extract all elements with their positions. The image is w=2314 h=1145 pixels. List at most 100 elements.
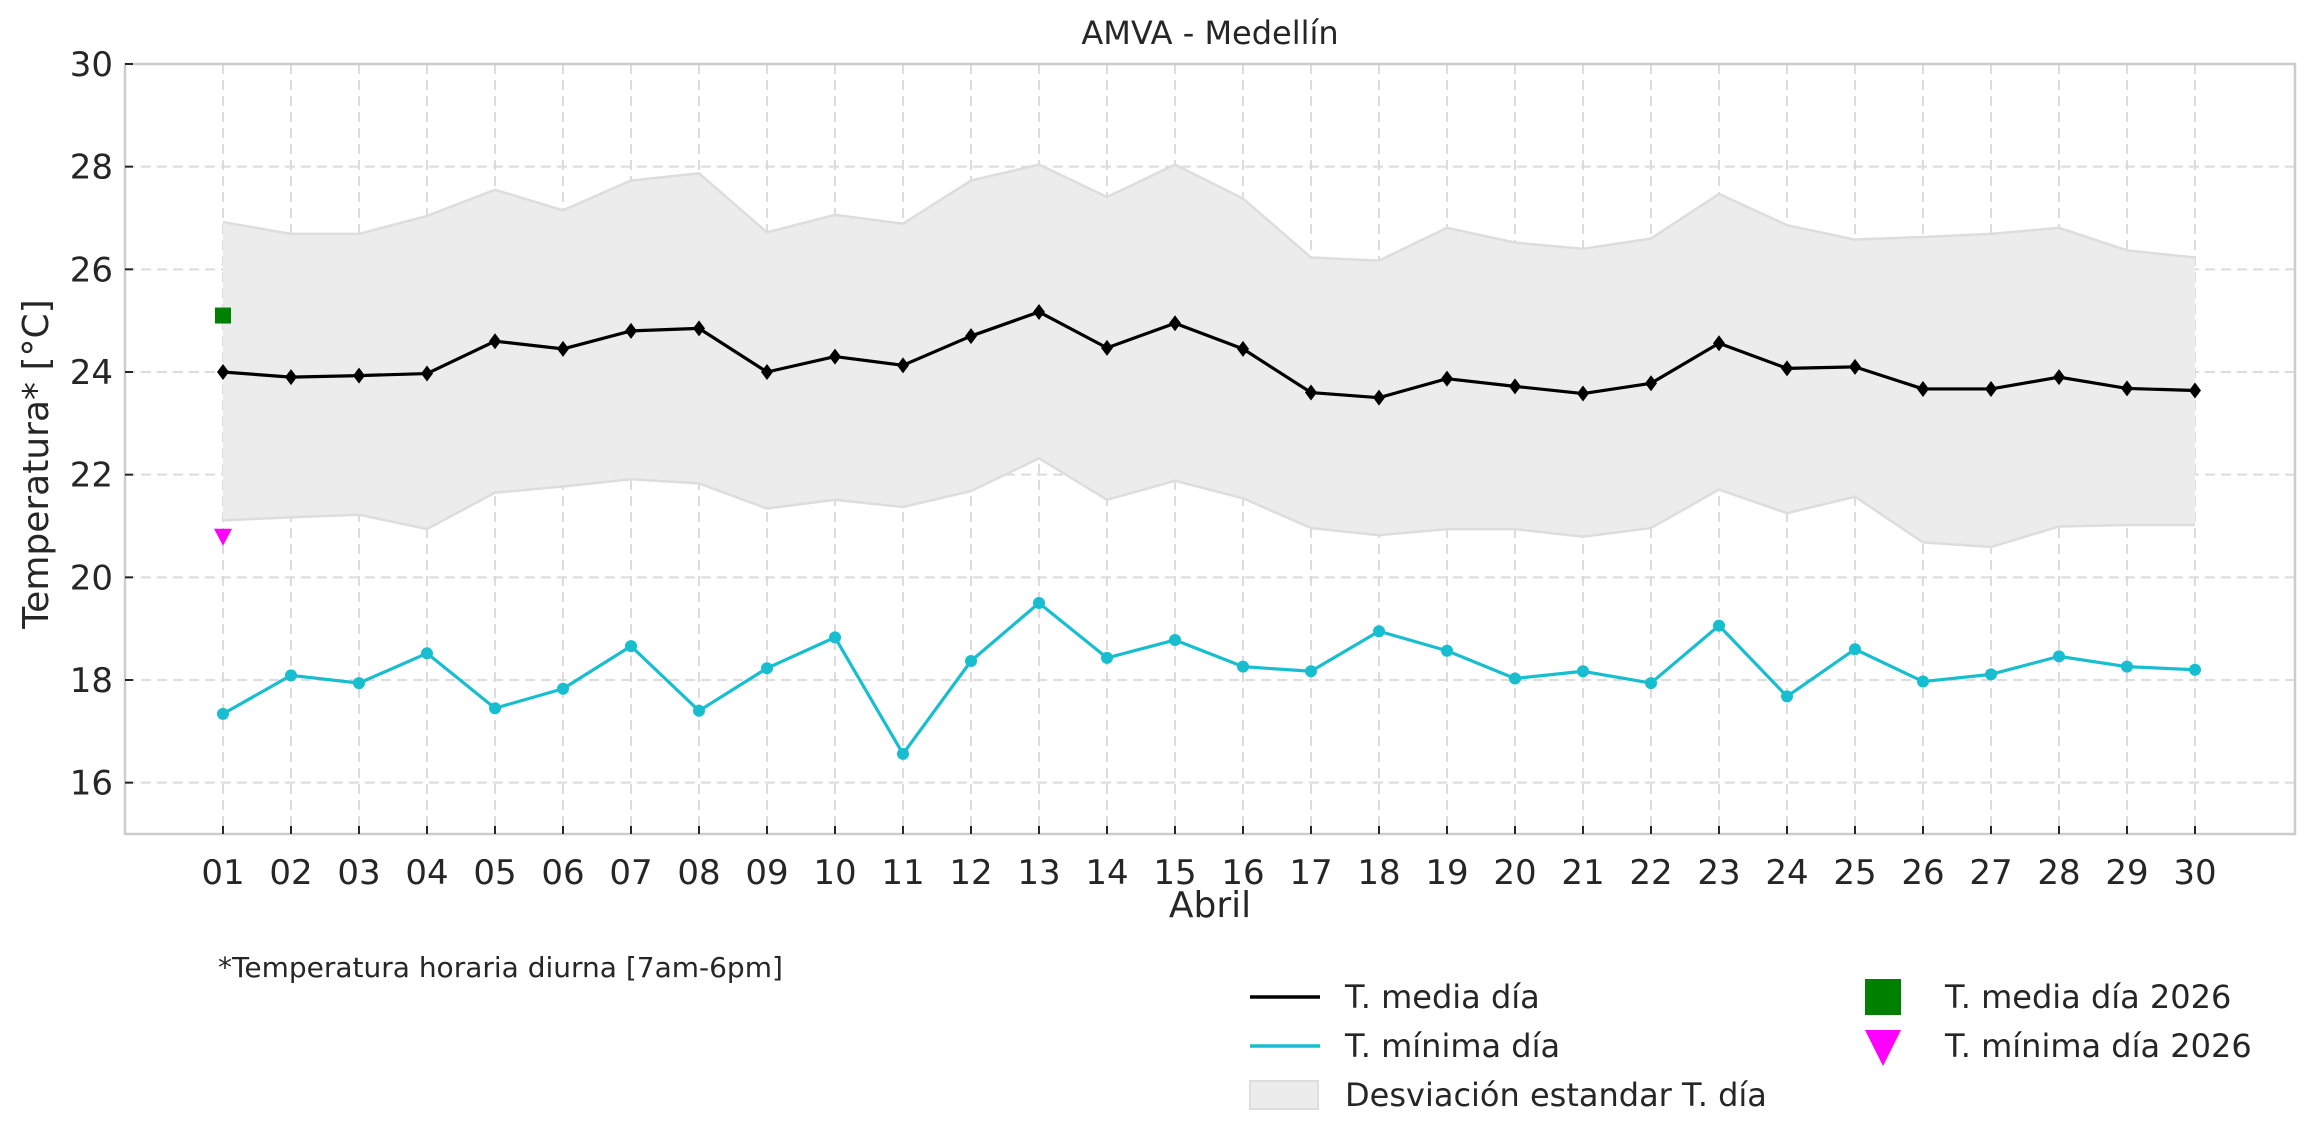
y-tick-label: 20 xyxy=(70,558,113,598)
point-min xyxy=(829,631,841,644)
x-tick-label: 12 xyxy=(949,853,992,893)
point-min xyxy=(1101,651,1113,664)
legend-triangle-icon xyxy=(1865,1030,1901,1066)
point-min xyxy=(557,682,569,695)
x-tick-label: 10 xyxy=(813,853,856,893)
y-axis-label: Temperatura* [°C] xyxy=(16,299,57,629)
point-min xyxy=(1509,672,1521,685)
x-tick-label: 18 xyxy=(1357,853,1400,893)
x-tick-label: 03 xyxy=(337,853,380,893)
axes xyxy=(123,62,2297,836)
series-markers xyxy=(214,303,2201,760)
point-mean-2026 xyxy=(215,307,231,324)
point-mean xyxy=(1645,375,1657,392)
point-mean xyxy=(761,364,773,380)
chart-title: AMVA - Medellín xyxy=(1081,14,1338,52)
point-min-2026 xyxy=(214,528,232,546)
x-tick-label: 29 xyxy=(2105,853,2148,893)
point-mean xyxy=(965,328,977,345)
point-min xyxy=(1169,633,1181,646)
y-tick-labels: 16 18 20 22 24 26 28 30 xyxy=(70,45,133,804)
x-tick-label: 05 xyxy=(473,853,516,893)
x-tick-label: 09 xyxy=(745,853,788,893)
x-tick-label: 17 xyxy=(1289,853,1332,893)
x-tick-label: 11 xyxy=(881,853,924,893)
point-mean xyxy=(1101,339,1113,356)
x-tick-label: 25 xyxy=(1833,853,1876,893)
legend-band-icon xyxy=(1249,1080,1319,1110)
point-mean xyxy=(1577,385,1589,402)
point-min xyxy=(625,640,637,653)
legend-label: T. mínima día xyxy=(1344,1027,1560,1065)
point-mean xyxy=(2121,380,2133,397)
point-min xyxy=(693,704,705,717)
point-min xyxy=(761,662,773,675)
point-min xyxy=(1373,625,1385,638)
point-min xyxy=(1237,660,1249,673)
point-mean xyxy=(2053,369,2065,386)
point-min xyxy=(1917,675,1929,688)
point-mean xyxy=(285,369,297,386)
point-min xyxy=(489,702,501,715)
std-band-upper-edge xyxy=(222,163,2196,262)
point-min xyxy=(217,707,229,720)
point-min xyxy=(1985,668,1997,681)
y-tick-label: 30 xyxy=(70,45,113,85)
point-mean xyxy=(1713,335,1725,352)
point-mean xyxy=(1509,378,1521,395)
y-tick-label: 28 xyxy=(70,148,113,188)
x-tick-label: 30 xyxy=(2173,853,2216,893)
point-mean xyxy=(2189,382,2201,399)
x-tick-label: 27 xyxy=(1969,853,2012,893)
point-mean xyxy=(421,365,433,382)
std-band-lower-edge xyxy=(222,456,2195,549)
point-mean xyxy=(1169,315,1181,332)
x-tick-label: 26 xyxy=(1901,853,1944,893)
axes-frame xyxy=(123,62,2297,836)
point-mean xyxy=(353,367,365,384)
x-tick-label: 24 xyxy=(1765,853,1808,893)
series-lines xyxy=(222,310,2196,756)
y-tick-label: 24 xyxy=(70,353,113,393)
point-mean xyxy=(1849,358,1861,375)
x-tick-label: 28 xyxy=(2037,853,2080,893)
series-line-mean xyxy=(222,310,2196,400)
x-tick-label: 04 xyxy=(405,853,448,893)
point-min xyxy=(285,669,297,682)
point-min xyxy=(2053,650,2065,663)
footnote: *Temperatura horaria diurna [7am-6pm] xyxy=(218,951,783,984)
legend: T. media día T. mínima día Desviación esta… xyxy=(1249,978,2252,1114)
point-min xyxy=(1577,665,1589,678)
point-min xyxy=(2189,663,2201,676)
legend-square-icon xyxy=(1865,979,1901,1015)
point-min xyxy=(1713,619,1725,632)
point-min xyxy=(1849,643,1861,656)
point-min xyxy=(2121,660,2133,673)
x-tick-label: 16 xyxy=(1221,853,1264,893)
legend-label: T. mínima día 2026 xyxy=(1944,1027,2252,1065)
point-min xyxy=(897,747,909,760)
x-axis-label: Abril xyxy=(1169,885,1251,926)
legend-label: Desviación estandar T. día xyxy=(1345,1076,1767,1114)
point-min xyxy=(965,655,977,668)
x-tick-label: 19 xyxy=(1425,853,1468,893)
point-min xyxy=(1305,665,1317,678)
x-tick-label: 02 xyxy=(269,853,312,893)
y-tick-label: 22 xyxy=(70,456,113,496)
point-mean xyxy=(1985,380,1997,397)
point-mean xyxy=(1441,370,1453,387)
y-tick-label: 18 xyxy=(70,661,113,701)
x-tick-labels: 01 02 03 04 05 06 07 08 09 10 11 12 13 14 15 16 17 18 19 20… xyxy=(201,826,2217,893)
legend-label: T. media día xyxy=(1344,978,1540,1016)
point-mean xyxy=(1373,389,1385,406)
point-mean xyxy=(217,364,229,380)
point-mean xyxy=(897,357,909,374)
point-mean xyxy=(1917,380,1929,397)
x-tick-label: 15 xyxy=(1153,853,1196,893)
x-tick-label: 13 xyxy=(1017,853,1060,893)
std-band xyxy=(222,163,2196,549)
std-band-area xyxy=(223,164,2195,548)
point-min xyxy=(1645,677,1657,690)
point-mean xyxy=(829,348,841,365)
